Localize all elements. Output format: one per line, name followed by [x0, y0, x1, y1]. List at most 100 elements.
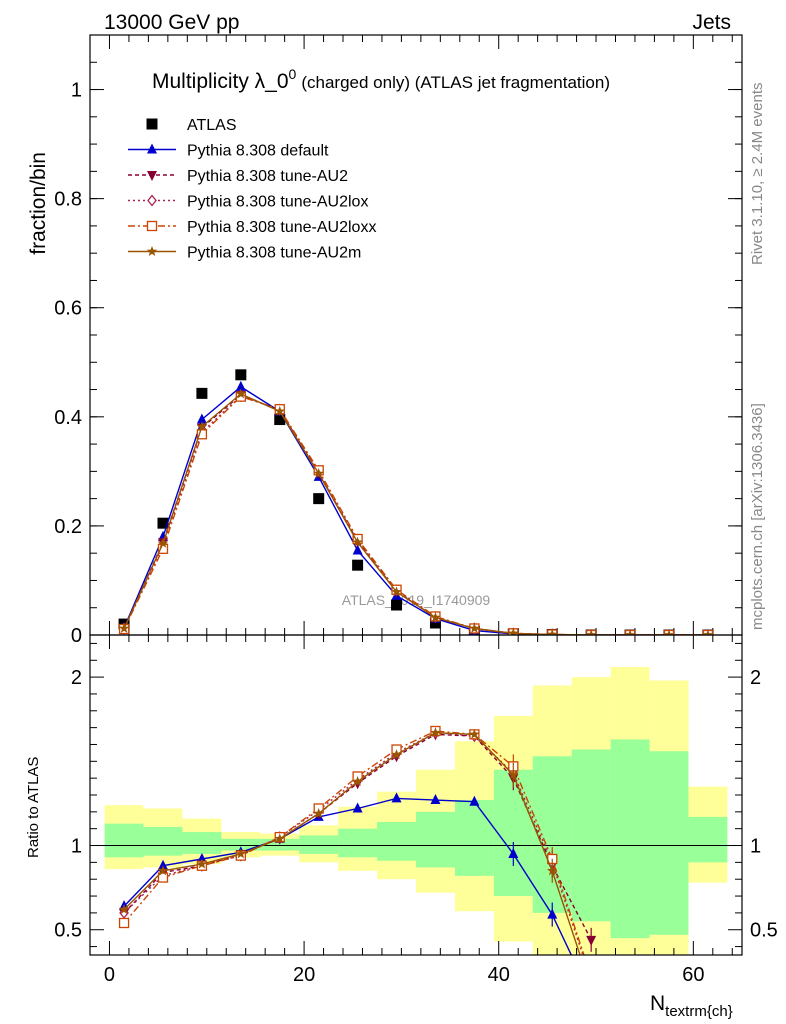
ratio-point — [508, 847, 519, 858]
data-point — [547, 628, 558, 635]
main-series-4 — [118, 391, 714, 635]
data-point — [196, 387, 208, 399]
data-point — [352, 559, 364, 571]
ratio-point — [274, 833, 285, 844]
ratio-point — [235, 848, 247, 859]
main-series-line — [123, 395, 708, 635]
data-point — [352, 544, 363, 555]
data-point — [157, 537, 169, 548]
ratio-point — [352, 802, 363, 813]
y-tick-label: 0.8 — [54, 189, 82, 211]
ratio-point — [508, 769, 519, 780]
legend-marker — [146, 118, 158, 130]
uncertainty-band-inner — [377, 821, 416, 861]
ratio-point — [586, 935, 597, 946]
y-tick-label: 0.2 — [54, 516, 82, 538]
uncertainty-band-inner — [338, 828, 378, 858]
legend-label: Pythia 8.308 tune-AU2m — [187, 245, 361, 262]
ratio-y-axis-label: Ratio to ATLAS — [25, 757, 42, 858]
main-plot-title-sub: (charged only) (ATLAS jet fragmentation) — [301, 73, 610, 92]
legend-marker — [146, 246, 158, 256]
x-tick-label: 40 — [488, 964, 510, 986]
uncertainty-band-inner — [104, 823, 144, 858]
data-point — [391, 599, 403, 611]
legend-label: ATLAS — [187, 117, 237, 134]
y-tick-label: 0.5 — [54, 920, 82, 942]
legend-label: Pythia 8.308 tune-AU2lox — [187, 194, 368, 211]
ratio-point — [391, 749, 402, 760]
uncertainty-band-inner — [610, 739, 650, 939]
data-point — [469, 622, 480, 633]
ratio-point — [157, 865, 169, 876]
main-panel: 0 0.2 0.4 0.6 0.8 1 fraction/bin Multiplicity… — [27, 34, 743, 647]
y-tick-label: 1 — [71, 80, 82, 102]
data-point — [508, 627, 519, 635]
legend-entry: Pythia 8.308 tune-AU2m — [128, 245, 361, 262]
y-tick-label-right: 0.5 — [750, 920, 778, 942]
main-series-line — [123, 385, 708, 635]
uncertainty-band-inner — [416, 811, 455, 868]
x-axis-label-main: N — [650, 992, 665, 1015]
data-point — [196, 413, 207, 424]
data-point — [274, 405, 285, 416]
ratio-point — [157, 859, 168, 870]
data-point — [585, 629, 597, 635]
legend-marker — [147, 143, 157, 154]
main-series-layer — [118, 369, 714, 635]
legend-label: Pythia 8.308 tune-AU2 — [187, 168, 348, 185]
x-tick-label: 60 — [682, 964, 704, 986]
legend-marker — [147, 171, 157, 181]
main-plot-title: Multiplicity λ_00 (charged only) (ATLAS j… — [152, 66, 610, 93]
ratio-point — [313, 808, 324, 818]
y-tick-label: 0.4 — [54, 407, 82, 429]
uncertainty-band-inner — [221, 838, 261, 851]
x-axis-label: Ntextrm{ch} — [650, 992, 733, 1020]
data-point — [313, 493, 325, 505]
y-tick-label-right: 1 — [750, 836, 761, 858]
header-process-label: Jets — [692, 11, 731, 34]
ratio-point — [547, 865, 558, 876]
ratio-point — [118, 917, 130, 929]
ratio-point — [391, 792, 402, 803]
data-point — [157, 517, 169, 529]
rivet-version-label: Rivet 3.1.10, ≥ 2.4M events — [749, 83, 766, 266]
data-point — [196, 429, 208, 440]
uncertainty-band-inner — [532, 756, 572, 913]
ratio-series-layer — [118, 725, 597, 955]
mcplots-source-label: mcplots.cern.ch [arXiv:1306.3436] — [749, 403, 766, 630]
data-point — [274, 414, 286, 426]
uncertainty-band-inner — [571, 749, 611, 922]
main-y-axis: 0 0.2 0.4 0.6 0.8 1 — [54, 61, 742, 647]
main-plot-title-sup: 0 — [289, 66, 297, 82]
ratio-point — [352, 776, 363, 786]
data-point — [430, 612, 441, 622]
data-point — [118, 622, 130, 633]
ratio-series-4 — [118, 727, 581, 955]
ratio-point — [196, 858, 208, 869]
data-point — [235, 369, 247, 381]
uncertainty-band-inner — [143, 827, 183, 856]
legend-marker — [146, 220, 158, 232]
data-point — [391, 586, 402, 597]
legend-label: Pythia 8.308 tune-AU2loxx — [187, 219, 376, 236]
data-point — [352, 536, 363, 547]
ratio-point — [430, 794, 441, 805]
legend: ATLAS Pythia 8.308 default Pythia 8.308 tu… — [128, 117, 376, 262]
legend-marker — [147, 194, 157, 207]
data-point — [624, 629, 636, 635]
legend-label: Pythia 8.308 default — [187, 143, 329, 160]
uncertainty-band-inner — [182, 832, 222, 854]
ratio-panel: 0.5 0.5 1 1 2 2 0 20 40 60 Ratio to ATLAS Ntextr… — [25, 634, 778, 1020]
y-tick-label-right: 2 — [750, 667, 761, 689]
ratio-point — [469, 795, 480, 806]
uncertainty-band-inner — [649, 751, 689, 935]
data-point — [663, 629, 675, 635]
legend-entry: Pythia 8.308 default — [128, 143, 329, 160]
main-series-line — [123, 393, 708, 635]
y-tick-label: 1 — [71, 836, 82, 858]
uncertainty-band-inner — [299, 835, 339, 854]
ratio-x-axis: 0 20 40 60 — [89, 635, 733, 986]
data-point — [702, 629, 714, 635]
y-tick-label: 2 — [71, 667, 82, 689]
